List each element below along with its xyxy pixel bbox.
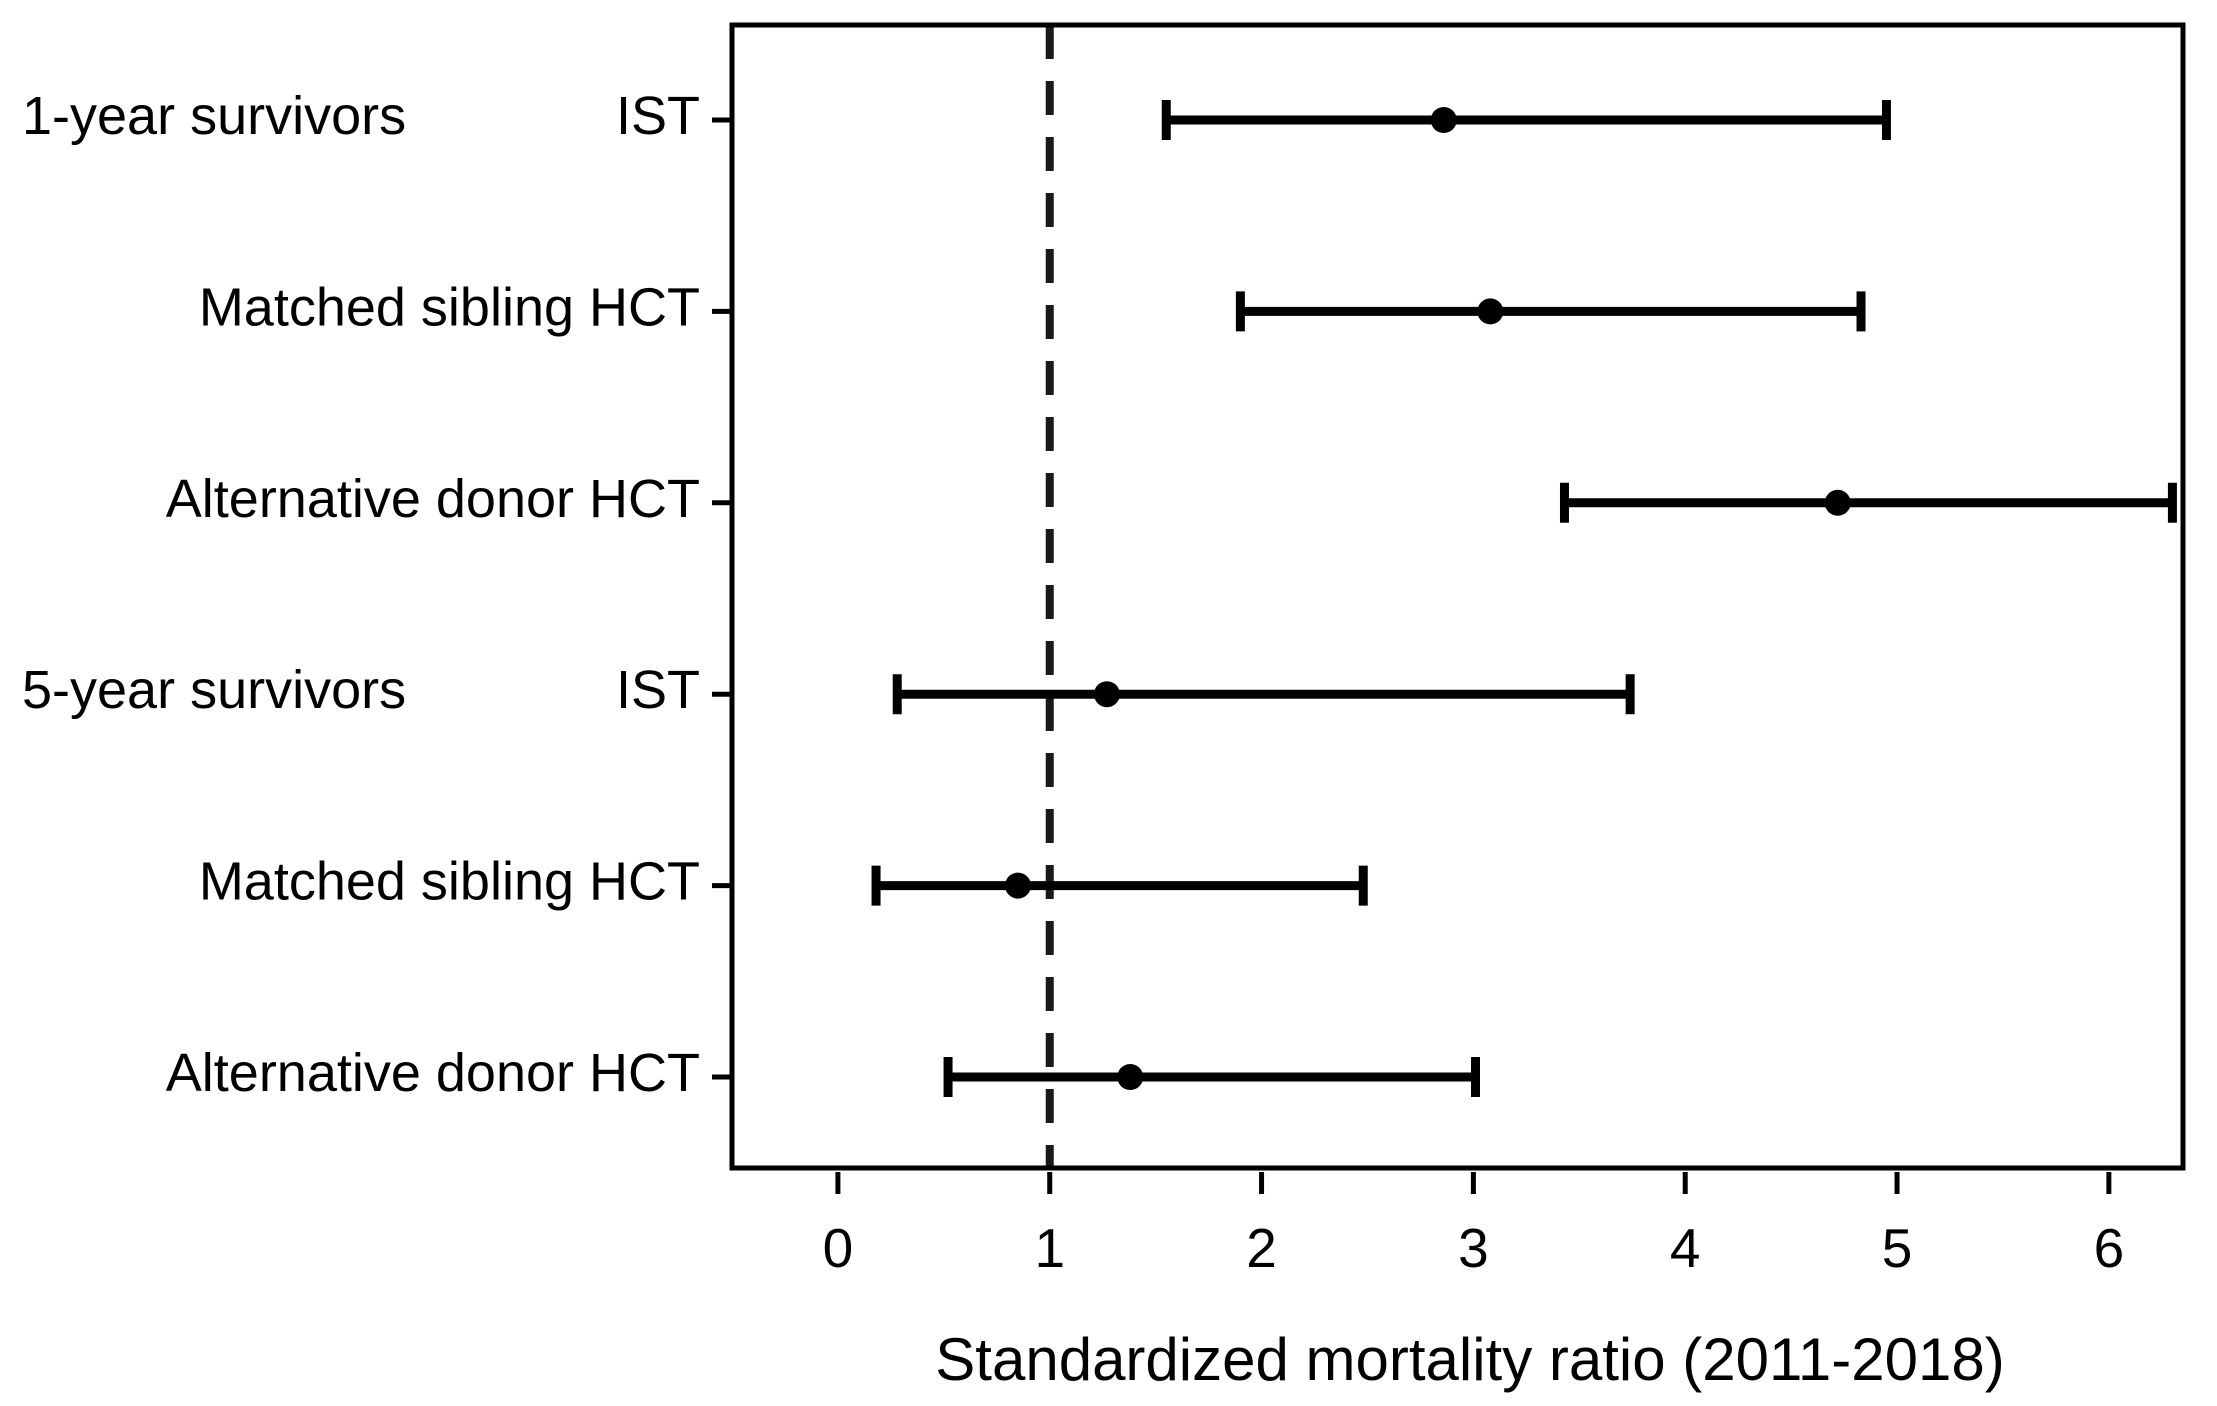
x-tick-label: 2 [1246, 1217, 1277, 1279]
axis-layer: 0 1 2 3 4 5 6 [712, 117, 2125, 1279]
row-label: IST [616, 86, 700, 146]
forest-row: Alternative donor HCT [166, 1043, 1481, 1103]
x-tick-label: 0 [823, 1217, 854, 1279]
forest-row: Matched sibling HCT [199, 852, 1368, 912]
point-estimate-marker [1117, 1064, 1144, 1090]
row-label: IST [616, 660, 700, 720]
forest-row: IST 5-year survivors [22, 660, 1635, 720]
forest-row: Alternative donor HCT [166, 469, 2177, 529]
x-tick-label: 4 [1670, 1217, 1701, 1279]
point-estimate-marker [1824, 489, 1851, 516]
x-axis-title: Standardized mortality ratio (2011-2018) [935, 1326, 2004, 1393]
x-tick-label: 5 [1882, 1217, 1913, 1279]
row-label: Alternative donor HCT [166, 1043, 700, 1103]
x-tick-label: 6 [2094, 1217, 2125, 1279]
plot-frame-layer [729, 22, 2186, 1171]
point-estimate-marker [1093, 681, 1120, 708]
row-label: Alternative donor HCT [166, 469, 700, 529]
section-label: 1-year survivors [22, 86, 406, 146]
point-estimate-marker [1430, 107, 1457, 133]
forest-row: IST 1-year survivors [22, 86, 1891, 146]
point-estimate-marker [1477, 298, 1504, 325]
section-label: 5-year survivors [22, 660, 406, 720]
row-label: Matched sibling HCT [199, 277, 700, 337]
x-tick-label: 3 [1458, 1217, 1489, 1279]
point-estimate-marker [1004, 872, 1031, 899]
row-label: Matched sibling HCT [199, 852, 700, 912]
data-layer: IST 1-year survivors Matched sibling HCT Al… [22, 86, 2177, 1103]
plot-border [729, 22, 2186, 1171]
x-tick-label: 1 [1034, 1217, 1065, 1279]
forest-row: Matched sibling HCT [199, 277, 1866, 337]
